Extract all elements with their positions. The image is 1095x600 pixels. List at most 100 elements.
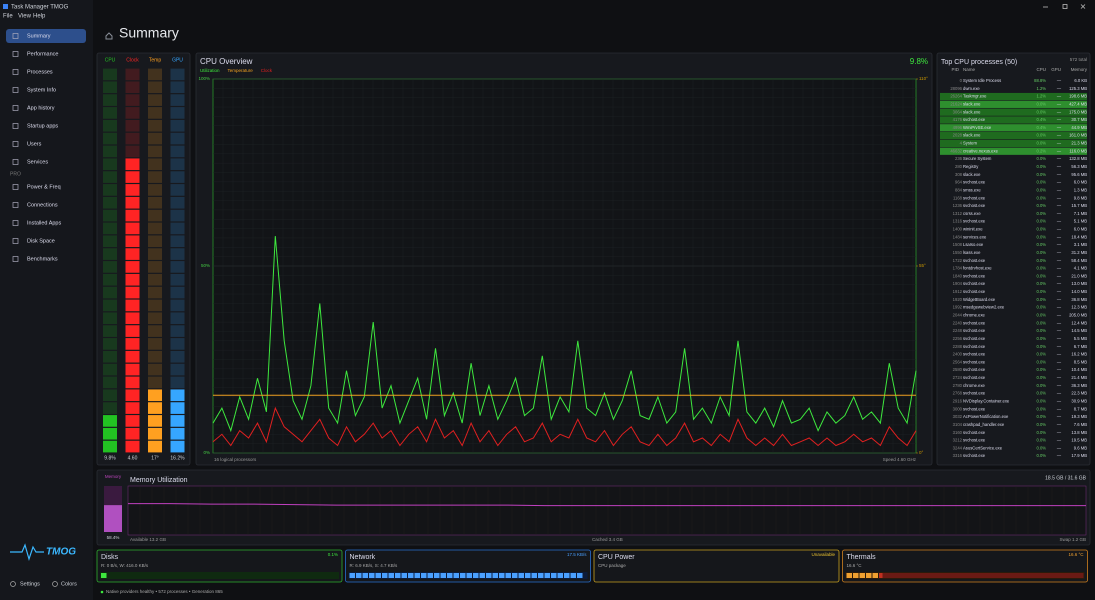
process-cell[interactable]: — [1057, 187, 1062, 192]
process-cell[interactable]: Secure System [963, 156, 992, 161]
process-cell[interactable]: 3104 [953, 422, 963, 427]
process-cell[interactable]: — [1057, 250, 1062, 255]
process-cell[interactable]: 0.0% [1036, 195, 1046, 200]
process-cell[interactable]: 56.3 MB [1071, 164, 1087, 169]
process-cell[interactable]: 0.0% [1036, 336, 1046, 341]
process-cell[interactable]: — [1057, 258, 1062, 263]
process-cell[interactable]: 13.8 MB [1071, 430, 1087, 435]
process-cell[interactable]: 31.2 MB [1071, 250, 1087, 255]
process-cell[interactable]: — [1057, 359, 1062, 364]
process-cell[interactable]: — [1057, 445, 1062, 450]
process-cell[interactable]: WidgetBoard.exe [963, 297, 996, 302]
process-cell[interactable]: — [1057, 148, 1062, 153]
process-cell[interactable]: slack.exe [963, 133, 981, 138]
process-cell[interactable]: 280 [955, 164, 963, 169]
process-cell[interactable]: svchost.exe [963, 328, 986, 333]
process-cell[interactable]: AsusCertService.exe [963, 445, 1003, 450]
process-cell[interactable]: 19.5 MB [1071, 438, 1087, 443]
process-cell[interactable]: — [1057, 203, 1062, 208]
process-cell[interactable]: 1484 [953, 234, 963, 239]
process-cell[interactable]: — [1057, 375, 1062, 380]
process-cell[interactable]: — [1057, 180, 1062, 185]
nav-item[interactable]: Users [27, 141, 42, 147]
process-cell[interactable]: 0.0% [1036, 258, 1046, 263]
process-cell[interactable]: — [1057, 273, 1062, 278]
process-cell[interactable]: 6.7 MB [1074, 344, 1087, 349]
process-cell[interactable]: 0.0% [1036, 187, 1046, 192]
process-cell[interactable]: 0.0% [1036, 422, 1046, 427]
process-cell[interactable]: — [1057, 172, 1062, 177]
process-cell[interactable]: — [1057, 313, 1062, 318]
process-cell[interactable]: 0.0% [1036, 164, 1046, 169]
nav-item[interactable]: Power & Freq [27, 184, 61, 190]
nav-active[interactable] [6, 29, 86, 43]
process-cell[interactable]: 2256 [953, 336, 963, 341]
process-cell[interactable]: 0.0% [1036, 109, 1046, 114]
process-cell[interactable]: 0.0% [1036, 328, 1046, 333]
process-cell[interactable]: 1722 [953, 258, 963, 263]
process-cell[interactable]: 16.2 MB [1071, 352, 1087, 357]
process-cell[interactable]: 0.0% [1036, 313, 1046, 318]
process-cell[interactable]: 3000 [953, 406, 963, 411]
process-cell[interactable]: svchost.exe [963, 320, 986, 325]
process-cell[interactable]: 2028 [953, 133, 963, 138]
process-cell[interactable]: 205.0 MB [1069, 313, 1087, 318]
process-cell[interactable]: NVDisplay.Container.exe [963, 398, 1010, 403]
process-cell[interactable]: 0.0% [1036, 156, 1046, 161]
process-cell[interactable]: 1508 [953, 242, 963, 247]
process-cell[interactable]: 2780 [953, 383, 963, 388]
process-cell[interactable]: msedgewebview2.exe [963, 305, 1005, 310]
process-cell[interactable]: 1236 [953, 203, 963, 208]
settings-button[interactable]: Settings [20, 581, 40, 587]
process-cell[interactable]: — [1057, 305, 1062, 310]
process-cell[interactable]: 4176 [953, 117, 963, 122]
process-cell[interactable]: 2248 [953, 328, 963, 333]
process-cell[interactable]: 21.4 MB [1071, 375, 1087, 380]
process-cell[interactable]: 0.2% [1036, 148, 1046, 153]
process-cell[interactable]: LsaIso.exe [963, 242, 984, 247]
process-cell[interactable]: svchost.exe [963, 281, 986, 286]
process-cell[interactable]: 1400 [953, 227, 963, 232]
home-icon[interactable] [105, 32, 113, 40]
process-cell[interactable]: services.exe [963, 234, 987, 239]
process-cell[interactable]: creative.nexus.exe [963, 148, 999, 153]
process-cell[interactable]: 0.0% [1036, 289, 1046, 294]
process-cell[interactable]: fontdrvhost.exe [963, 266, 992, 271]
process-cell[interactable]: chrome.exe [963, 313, 986, 318]
process-cell[interactable]: chrome.exe [963, 383, 986, 388]
process-cell[interactable]: — [1057, 86, 1062, 91]
process-cell[interactable]: 46632 [950, 148, 962, 153]
process-cell[interactable]: 0.0% [1036, 242, 1046, 247]
process-cell[interactable]: 0.0% [1036, 320, 1046, 325]
process-cell[interactable]: 964 [955, 180, 963, 185]
nav-item[interactable]: Benchmarks [27, 256, 58, 262]
process-cell[interactable]: — [1057, 78, 1062, 83]
process-cell[interactable]: 0 [960, 78, 963, 83]
process-cell[interactable]: 0.0% [1036, 211, 1046, 216]
row-highlight[interactable] [940, 100, 1087, 108]
nav-item[interactable]: System Info [27, 87, 56, 93]
process-cell[interactable]: System [963, 141, 977, 146]
process-cell[interactable]: — [1057, 242, 1062, 247]
process-cell[interactable]: csrss.exe [963, 211, 981, 216]
process-cell[interactable]: 3064 [953, 109, 963, 114]
process-cell[interactable]: slack.exe [963, 101, 981, 106]
process-cell[interactable]: 4.1 MB [1074, 266, 1087, 271]
process-cell[interactable]: 0.0% [1036, 391, 1046, 396]
process-cell[interactable]: 88.8% [1034, 78, 1046, 83]
process-cell[interactable]: — [1057, 195, 1062, 200]
process-cell[interactable]: — [1057, 141, 1062, 146]
process-cell[interactable]: 3160 [953, 430, 963, 435]
process-cell[interactable]: 36.3 MB [1071, 383, 1087, 388]
process-cell[interactable]: 2240 [953, 320, 963, 325]
process-cell[interactable]: 1920 [953, 297, 963, 302]
process-cell[interactable]: — [1057, 266, 1062, 271]
process-cell[interactable]: 15.7 MB [1071, 203, 1087, 208]
process-cell[interactable]: svchost.exe [963, 391, 986, 396]
process-cell[interactable]: 1.2% [1036, 86, 1046, 91]
process-cell[interactable]: lsass.exe [963, 250, 981, 255]
process-cell[interactable]: 95.6 MB [1071, 172, 1087, 177]
process-cell[interactable]: 1784 [953, 266, 963, 271]
process-cell[interactable]: 198.6 MB [1069, 94, 1087, 99]
process-cell[interactable]: 1312 [953, 211, 963, 216]
